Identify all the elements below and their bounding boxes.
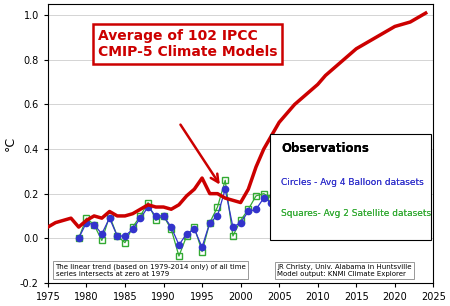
Text: Squares- Avg 2 Satellite datasets: Squares- Avg 2 Satellite datasets <box>281 209 431 218</box>
Text: Average of 102 IPCC
CMIP-5 Climate Models: Average of 102 IPCC CMIP-5 Climate Model… <box>98 29 278 59</box>
Y-axis label: °C: °C <box>4 136 17 151</box>
Text: Circles - Avg 4 Balloon datasets: Circles - Avg 4 Balloon datasets <box>281 178 424 187</box>
Text: JR Christy, Univ. Alabama in Huntsville
Model output: KNMI Climate Explorer: JR Christy, Univ. Alabama in Huntsville … <box>277 264 412 277</box>
FancyBboxPatch shape <box>270 134 432 240</box>
Text: Squares- Avg 2 Satellite datasets: Squares- Avg 2 Satellite datasets <box>281 209 431 218</box>
Text: Observations: Observations <box>281 142 369 155</box>
Text: Observations: Observations <box>281 142 369 155</box>
Text: Circles - Avg 4 Balloon datasets: Circles - Avg 4 Balloon datasets <box>281 178 424 187</box>
Text: The linear trend (based on 1979-2014 only) of all time
series intersects at zero: The linear trend (based on 1979-2014 onl… <box>55 264 246 277</box>
